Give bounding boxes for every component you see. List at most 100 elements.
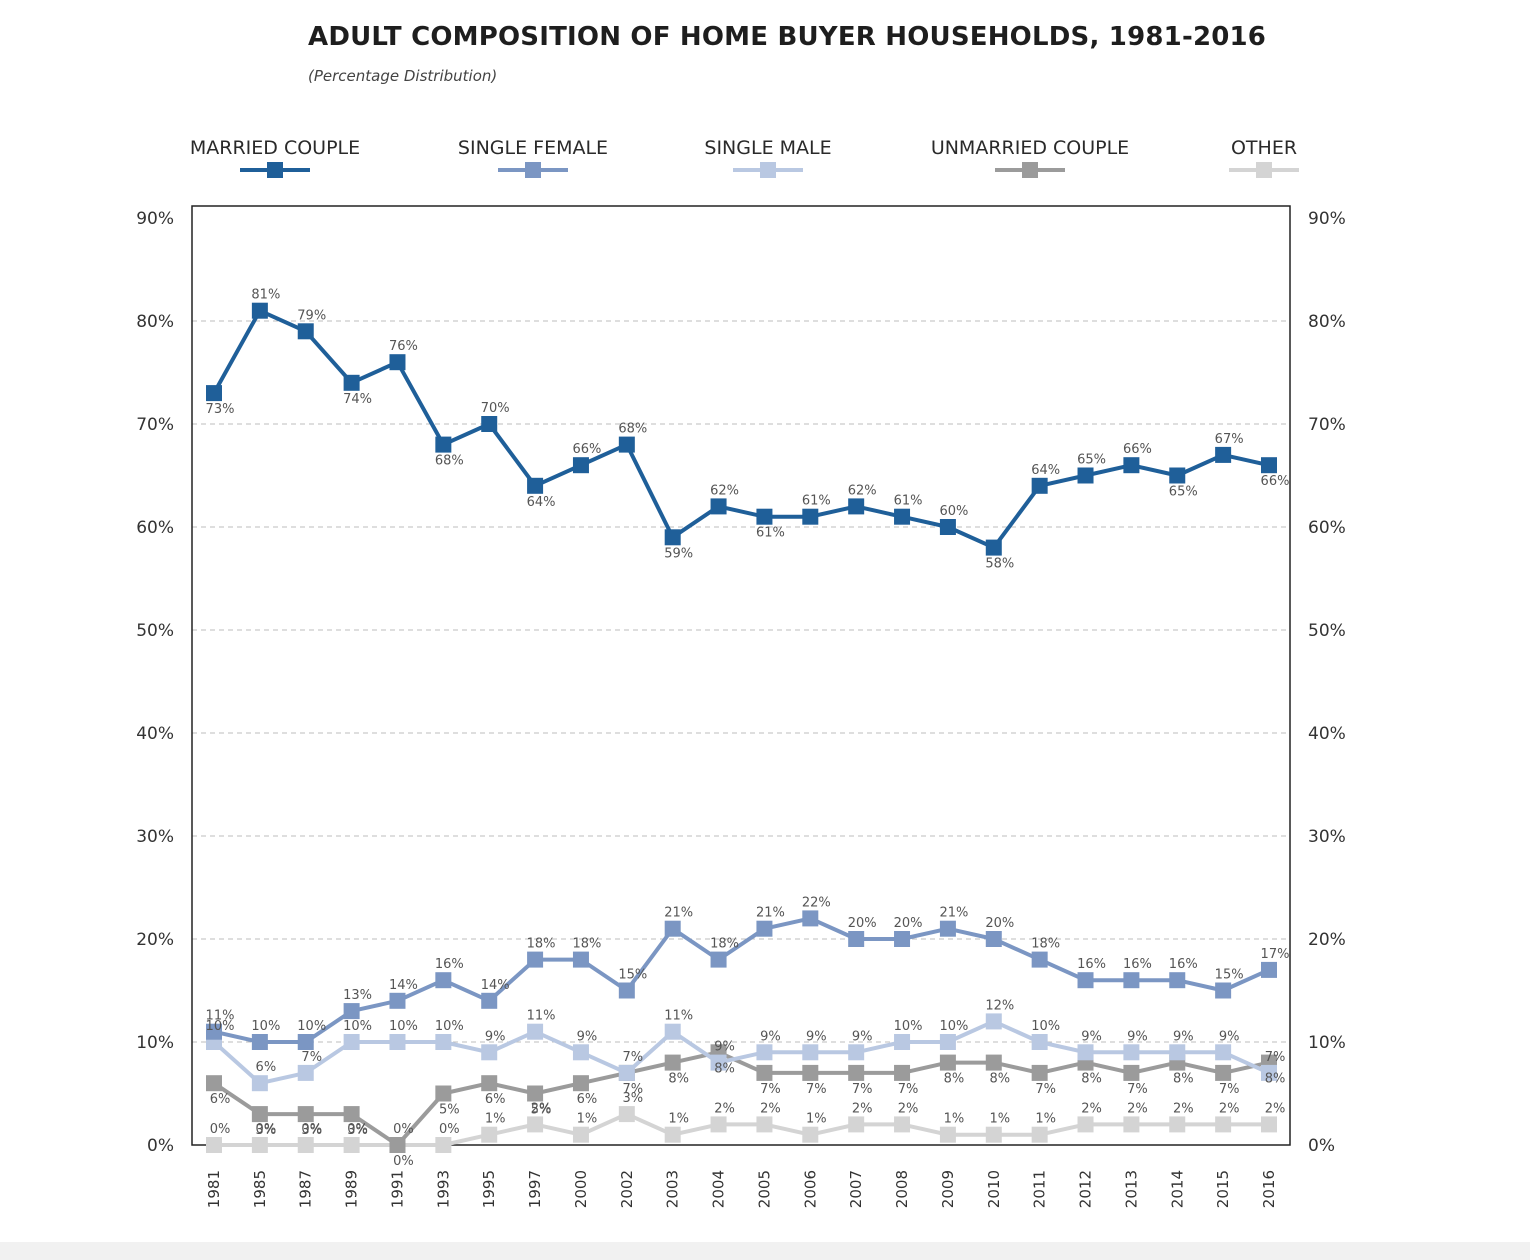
y-tick-label-left: 70% [136, 415, 174, 435]
series-line-single-female [213, 916, 1270, 1044]
point-married-couple [206, 385, 222, 402]
data-label-unmarried-couple: 8% [944, 1072, 965, 1087]
y-tick-label-right: 40% [1308, 724, 1346, 744]
legend-label-single-female: SINGLE FEMALE [458, 137, 608, 159]
point-unmarried-couple [756, 1064, 773, 1081]
data-label-single-male: 10% [1031, 1019, 1060, 1034]
data-label-unmarried-couple: 8% [1173, 1072, 1194, 1087]
point-single-male [618, 1064, 635, 1081]
data-label-married-couple: 61% [894, 494, 923, 509]
legend-label-married-couple: MARRIED COUPLE [190, 137, 360, 159]
point-unmarried-couple [435, 1085, 452, 1102]
data-label-married-couple: 73% [206, 402, 235, 417]
data-label-other: 0% [210, 1122, 231, 1137]
point-married-couple [894, 508, 911, 525]
data-label-unmarried-couple: 8% [668, 1072, 689, 1087]
data-label-single-female: 17% [1261, 947, 1290, 962]
data-label-other: 2% [531, 1101, 552, 1116]
point-single-female [985, 931, 1002, 947]
point-unmarried-couple [848, 1064, 865, 1081]
series-group [206, 302, 1277, 1153]
point-other [1169, 1116, 1186, 1133]
point-other [572, 1126, 589, 1143]
x-tick-label: 2008 [893, 1170, 911, 1208]
y-tick-label-left: 10% [136, 1033, 174, 1053]
data-label-unmarried-couple: 7% [1219, 1082, 1240, 1097]
data-label-other: 1% [944, 1112, 965, 1127]
data-label-married-couple: 66% [1261, 474, 1290, 489]
data-label-single-male: 9% [852, 1029, 873, 1044]
point-married-couple [527, 477, 544, 494]
point-single-male [572, 1044, 589, 1061]
point-married-couple [664, 529, 681, 546]
x-tick-label: 1997 [526, 1170, 544, 1208]
point-other [664, 1126, 681, 1143]
point-single-male [1261, 1064, 1277, 1081]
point-single-female [848, 931, 865, 947]
data-label-unmarried-couple: 8% [1081, 1072, 1102, 1087]
legend-marker-unmarried-couple [1022, 162, 1038, 178]
data-label-single-female: 21% [756, 906, 785, 921]
point-other [297, 1137, 314, 1153]
point-single-male [389, 1034, 406, 1050]
data-label-single-male: 9% [806, 1029, 827, 1044]
x-tick-label: 1989 [343, 1170, 361, 1208]
point-single-female [435, 972, 452, 989]
y-tick-label-right: 30% [1308, 827, 1346, 847]
data-label-unmarried-couple: 7% [1035, 1082, 1056, 1097]
point-married-couple [297, 323, 314, 340]
data-label-unmarried-couple: 7% [806, 1082, 827, 1097]
x-tick-label: 1987 [297, 1170, 315, 1208]
legend-marker-single-female [525, 162, 541, 178]
point-married-couple [1169, 467, 1186, 484]
x-tick-label: 2006 [801, 1170, 819, 1208]
point-other [756, 1116, 773, 1133]
point-single-male [985, 1013, 1002, 1030]
data-label-single-male: 9% [1127, 1029, 1148, 1044]
data-label-other: 1% [485, 1112, 506, 1127]
data-label-single-male: 10% [206, 1019, 235, 1034]
data-label-married-couple: 67% [1215, 432, 1244, 447]
data-label-other: 2% [1081, 1101, 1102, 1116]
data-label-single-female: 16% [435, 957, 464, 972]
data-label-single-male: 11% [527, 1009, 556, 1024]
point-single-female [894, 931, 911, 947]
point-married-couple [481, 416, 498, 432]
legend-marker-single-male [760, 162, 776, 178]
data-label-unmarried-couple: 6% [210, 1092, 231, 1107]
point-unmarried-couple [389, 1137, 406, 1153]
point-other [985, 1126, 1002, 1143]
data-label-single-female: 11% [206, 1009, 235, 1024]
data-label-other: 1% [989, 1112, 1010, 1127]
data-label-unmarried-couple: 8% [1265, 1072, 1286, 1087]
data-label-married-couple: 81% [251, 288, 280, 303]
point-single-female [618, 982, 635, 999]
data-label-unmarried-couple: 7% [1127, 1082, 1148, 1097]
point-married-couple [251, 302, 268, 319]
x-tick-label: 1985 [251, 1170, 269, 1208]
x-tick-label: 2009 [939, 1170, 957, 1208]
data-label-married-couple: 62% [710, 483, 739, 498]
point-married-couple [710, 498, 727, 515]
data-label-unmarried-couple: 3% [256, 1123, 277, 1138]
x-tick-label: 2005 [755, 1170, 773, 1208]
data-label-married-couple: 70% [481, 401, 510, 416]
x-tick-label: 2010 [985, 1170, 1003, 1208]
data-label-single-female: 16% [1169, 957, 1198, 972]
y-tick-label-right: 70% [1308, 415, 1346, 435]
x-tick-label: 2013 [1122, 1170, 1140, 1208]
point-married-couple [1123, 457, 1140, 474]
data-label-single-male: 10% [435, 1019, 464, 1034]
x-tick-label: 1981 [205, 1170, 223, 1208]
y-tick-label-left: 0% [147, 1136, 174, 1156]
y-tick-label-left: 40% [136, 724, 174, 744]
chart-title: ADULT COMPOSITION OF HOME BUYER HOUSEHOL… [308, 22, 1267, 52]
point-unmarried-couple [894, 1064, 911, 1081]
point-single-female [664, 920, 681, 937]
point-single-female [251, 1034, 268, 1050]
data-label-unmarried-couple: 7% [852, 1082, 873, 1097]
point-unmarried-couple [343, 1106, 360, 1123]
data-label-single-male: 9% [1173, 1029, 1194, 1044]
x-tick-label: 2016 [1260, 1170, 1278, 1208]
x-tick-label: 2011 [1031, 1170, 1049, 1208]
